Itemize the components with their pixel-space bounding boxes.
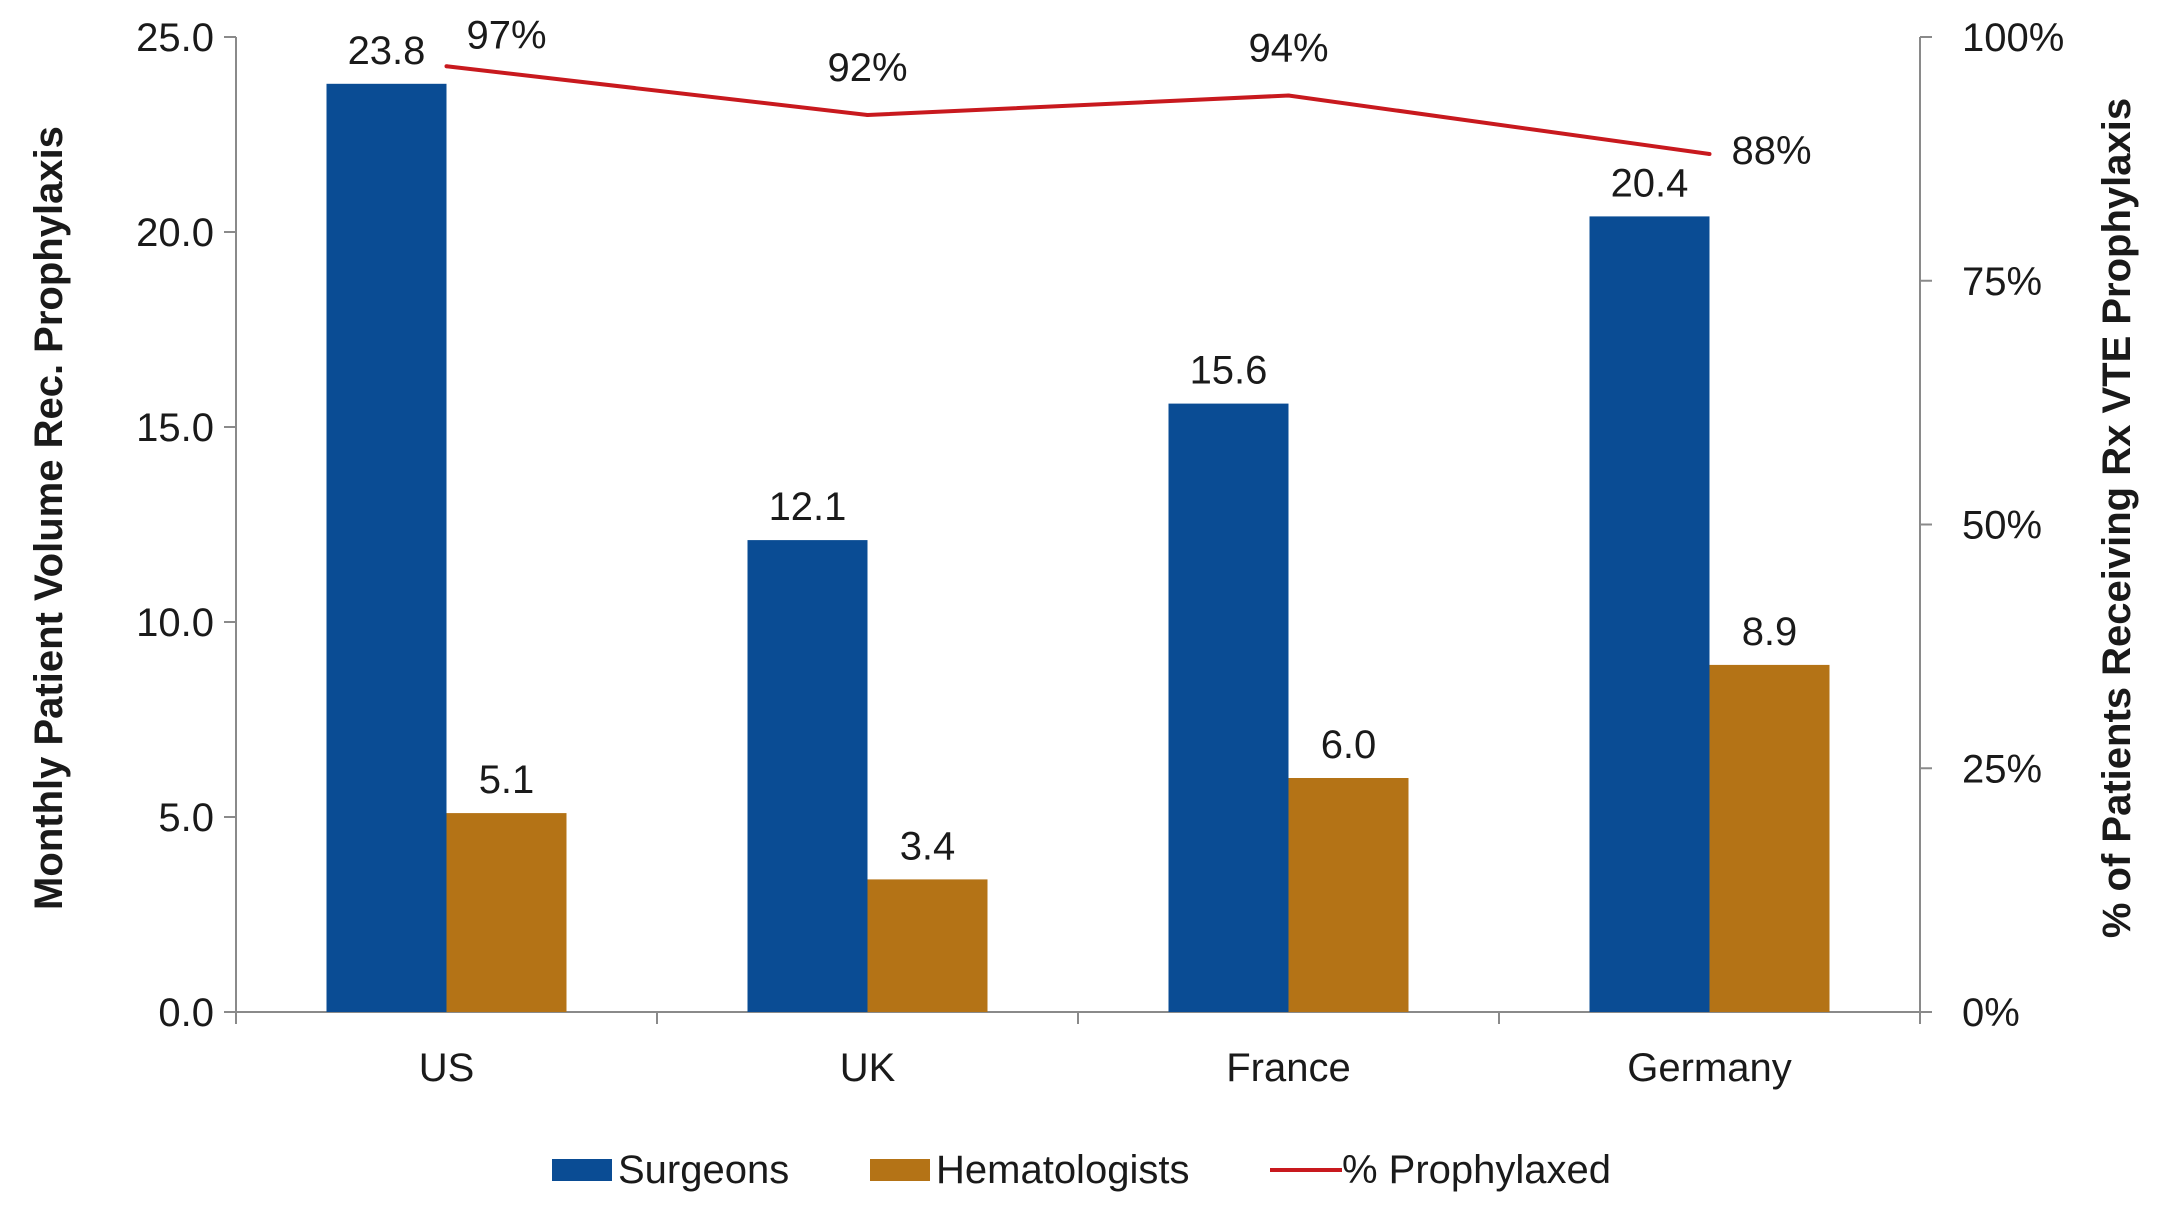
legend-swatch-hematologists (870, 1159, 930, 1181)
point-prophylaxed (1707, 152, 1712, 156)
y-left-tick-label: 15.0 (136, 406, 214, 450)
bar-surgeons (1168, 403, 1289, 1013)
bar-hematologists (1288, 778, 1409, 1012)
data-label-surgeons: 20.4 (1611, 161, 1689, 205)
point-prophylaxed (1286, 93, 1291, 98)
data-label-prophylaxed: 92% (827, 46, 907, 90)
data-label-prophylaxed: 88% (1731, 129, 1811, 173)
data-label-hematologists: 3.4 (900, 824, 956, 868)
legend-swatch-surgeons (552, 1159, 612, 1181)
data-label-surgeons: 23.8 (348, 29, 426, 73)
y-right-tick-label: 25% (1962, 747, 2042, 791)
data-label-hematologists: 8.9 (1742, 610, 1798, 654)
data-label-hematologists: 5.1 (479, 758, 535, 802)
point-prophylaxed (865, 113, 870, 117)
x-tick-label: US (419, 1046, 475, 1090)
bar-surgeons (747, 540, 868, 1012)
x-tick-label: Germany (1627, 1046, 1792, 1090)
point-prophylaxed (444, 64, 449, 69)
axes: 0.0 5.0 10.0 15.0 20.0 25.0 0% 25% 50% 75% 100% US U… (136, 16, 2064, 1090)
bar-hematologists (1709, 664, 1830, 1012)
x-tick-label: UK (840, 1046, 896, 1090)
y-left-tick-label: 10.0 (136, 601, 214, 645)
y-left-tick-label: 25.0 (136, 16, 214, 60)
y-left-tick-label: 20.0 (136, 211, 214, 255)
y-right-axis-title: % of Patients Receiving Rx VTE Prophylax… (2095, 98, 2139, 938)
y-left-axis-title: Monthly Patient Volume Rec. Prophylaxis (27, 126, 71, 910)
x-tick-label: France (1226, 1046, 1351, 1090)
line-prophylaxed (446, 64, 1710, 156)
legend-label-hematologists: Hematologists (936, 1148, 1189, 1192)
y-right-tick-label: 50% (1962, 504, 2042, 548)
legend-label-surgeons: Surgeons (618, 1148, 789, 1192)
y-left-tick-label: 5.0 (158, 796, 214, 840)
legend-label-prophylaxed: % Prophylaxed (1342, 1148, 1611, 1192)
bar-hematologists (446, 813, 567, 1012)
y-right-tick-label: 100% (1962, 16, 2064, 60)
plot-area: 0.0 5.0 10.0 15.0 20.0 25.0 0% 25% 50% 75% 100% US U… (136, 13, 2064, 1090)
bar-hematologists (867, 879, 988, 1012)
legend: Surgeons Hematologists % Prophylaxed (552, 1148, 1611, 1192)
data-labels: 23.8 5.1 12.1 3.4 15.6 6.0 20.4 8.9 97% 92% 94% 88% (348, 13, 1812, 868)
y-right-tick-label: 75% (1962, 260, 2042, 304)
data-label-prophylaxed: 97% (466, 13, 546, 57)
y-right-tick-label: 0% (1962, 991, 2020, 1035)
bars (326, 83, 1830, 1013)
data-label-hematologists: 6.0 (1321, 723, 1377, 767)
y-left-tick-label: 0.0 (158, 991, 214, 1035)
line-layer (444, 64, 1712, 156)
bar-surgeons (1589, 216, 1710, 1012)
bar-surgeons (326, 83, 447, 1013)
data-label-surgeons: 12.1 (769, 485, 847, 529)
data-label-prophylaxed: 94% (1248, 27, 1328, 71)
data-label-surgeons: 15.6 (1190, 349, 1268, 393)
